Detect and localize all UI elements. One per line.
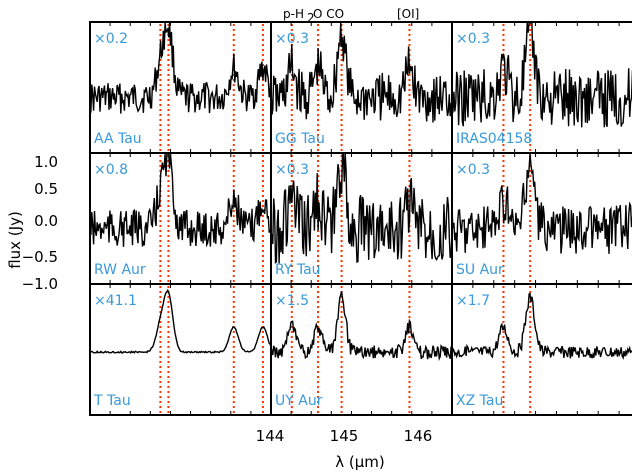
panel: ×1.7 XZ Tau <box>451 283 632 416</box>
panel-object-name: RW Aur <box>94 262 146 278</box>
line-label-ph2o-subscript: 2 <box>307 11 315 25</box>
panel-object-name: GG Tau <box>275 131 325 147</box>
panel: ×1.5 UY Aur <box>270 283 453 416</box>
panel-object-name: UY Aur <box>275 393 323 409</box>
panel: ×0.3 IRAS04158 <box>451 21 632 154</box>
y-tick-label-1: 1.0 <box>34 153 58 171</box>
panel-object-name: AA Tau <box>94 131 142 147</box>
panel-frame <box>451 283 632 416</box>
panel-grid: ×0.2 AA Tau ×0.3 GG Tau ×0.3 IRAS04158 ×0.8 RW … <box>89 21 632 416</box>
panel: ×0.3 GG Tau <box>270 21 453 154</box>
spectrum-line <box>270 153 453 265</box>
panel-object-name: IRAS04158 <box>456 131 532 147</box>
x-tick-label-2: 145 <box>330 427 359 445</box>
spectrum-line <box>89 153 272 248</box>
x-axis-title: λ (μm) <box>335 453 385 471</box>
spectrum-line <box>270 22 453 123</box>
panel: ×0.8 RW Aur <box>89 152 272 285</box>
line-label-co: O CO <box>313 7 344 21</box>
spectrum-line <box>451 22 632 128</box>
spectrum-line <box>451 292 632 360</box>
panel-scale-label: ×0.3 <box>275 162 309 178</box>
panel: ×41.1 T Tau <box>89 283 272 416</box>
panel-scale-label: ×0.3 <box>456 31 490 47</box>
panel-object-name: SU Aur <box>456 262 504 278</box>
y-tick-label-5: −1.0 <box>22 275 58 293</box>
x-tick-label-3: 146 <box>404 427 433 445</box>
spectrum-line <box>89 22 272 114</box>
panel: ×0.3 RY Tau <box>270 152 453 285</box>
panel: ×0.2 AA Tau <box>89 21 272 154</box>
panel: ×0.3 SU Aur <box>451 152 632 285</box>
panel-object-name: T Tau <box>93 393 131 409</box>
x-tick-label-1: 144 <box>256 427 285 445</box>
panel-scale-label: ×0.2 <box>94 31 128 47</box>
line-label-oi: [OI] <box>397 7 419 21</box>
spectrum-line <box>451 153 632 254</box>
y-tick-label-4: −0.5 <box>22 248 58 266</box>
panel-scale-label: ×41.1 <box>94 293 137 309</box>
panel-scale-label: ×1.7 <box>456 293 490 309</box>
y-tick-label-2: 0.5 <box>34 180 58 198</box>
panel-object-name: RY Tau <box>275 262 321 278</box>
panel-scale-label: ×0.3 <box>456 162 490 178</box>
panel-scale-label: ×0.3 <box>275 31 309 47</box>
y-axis-title: flux (Jy) <box>6 211 24 269</box>
y-tick-label-3: 0.0 <box>34 212 58 230</box>
panel-scale-label: ×1.5 <box>275 293 309 309</box>
panel-scale-label: ×0.8 <box>94 162 128 178</box>
spectrum-line <box>270 291 453 362</box>
panel-object-name: XZ Tau <box>456 393 503 409</box>
spectrum-line <box>89 288 272 355</box>
line-label-ph2o: p-H <box>283 7 304 21</box>
